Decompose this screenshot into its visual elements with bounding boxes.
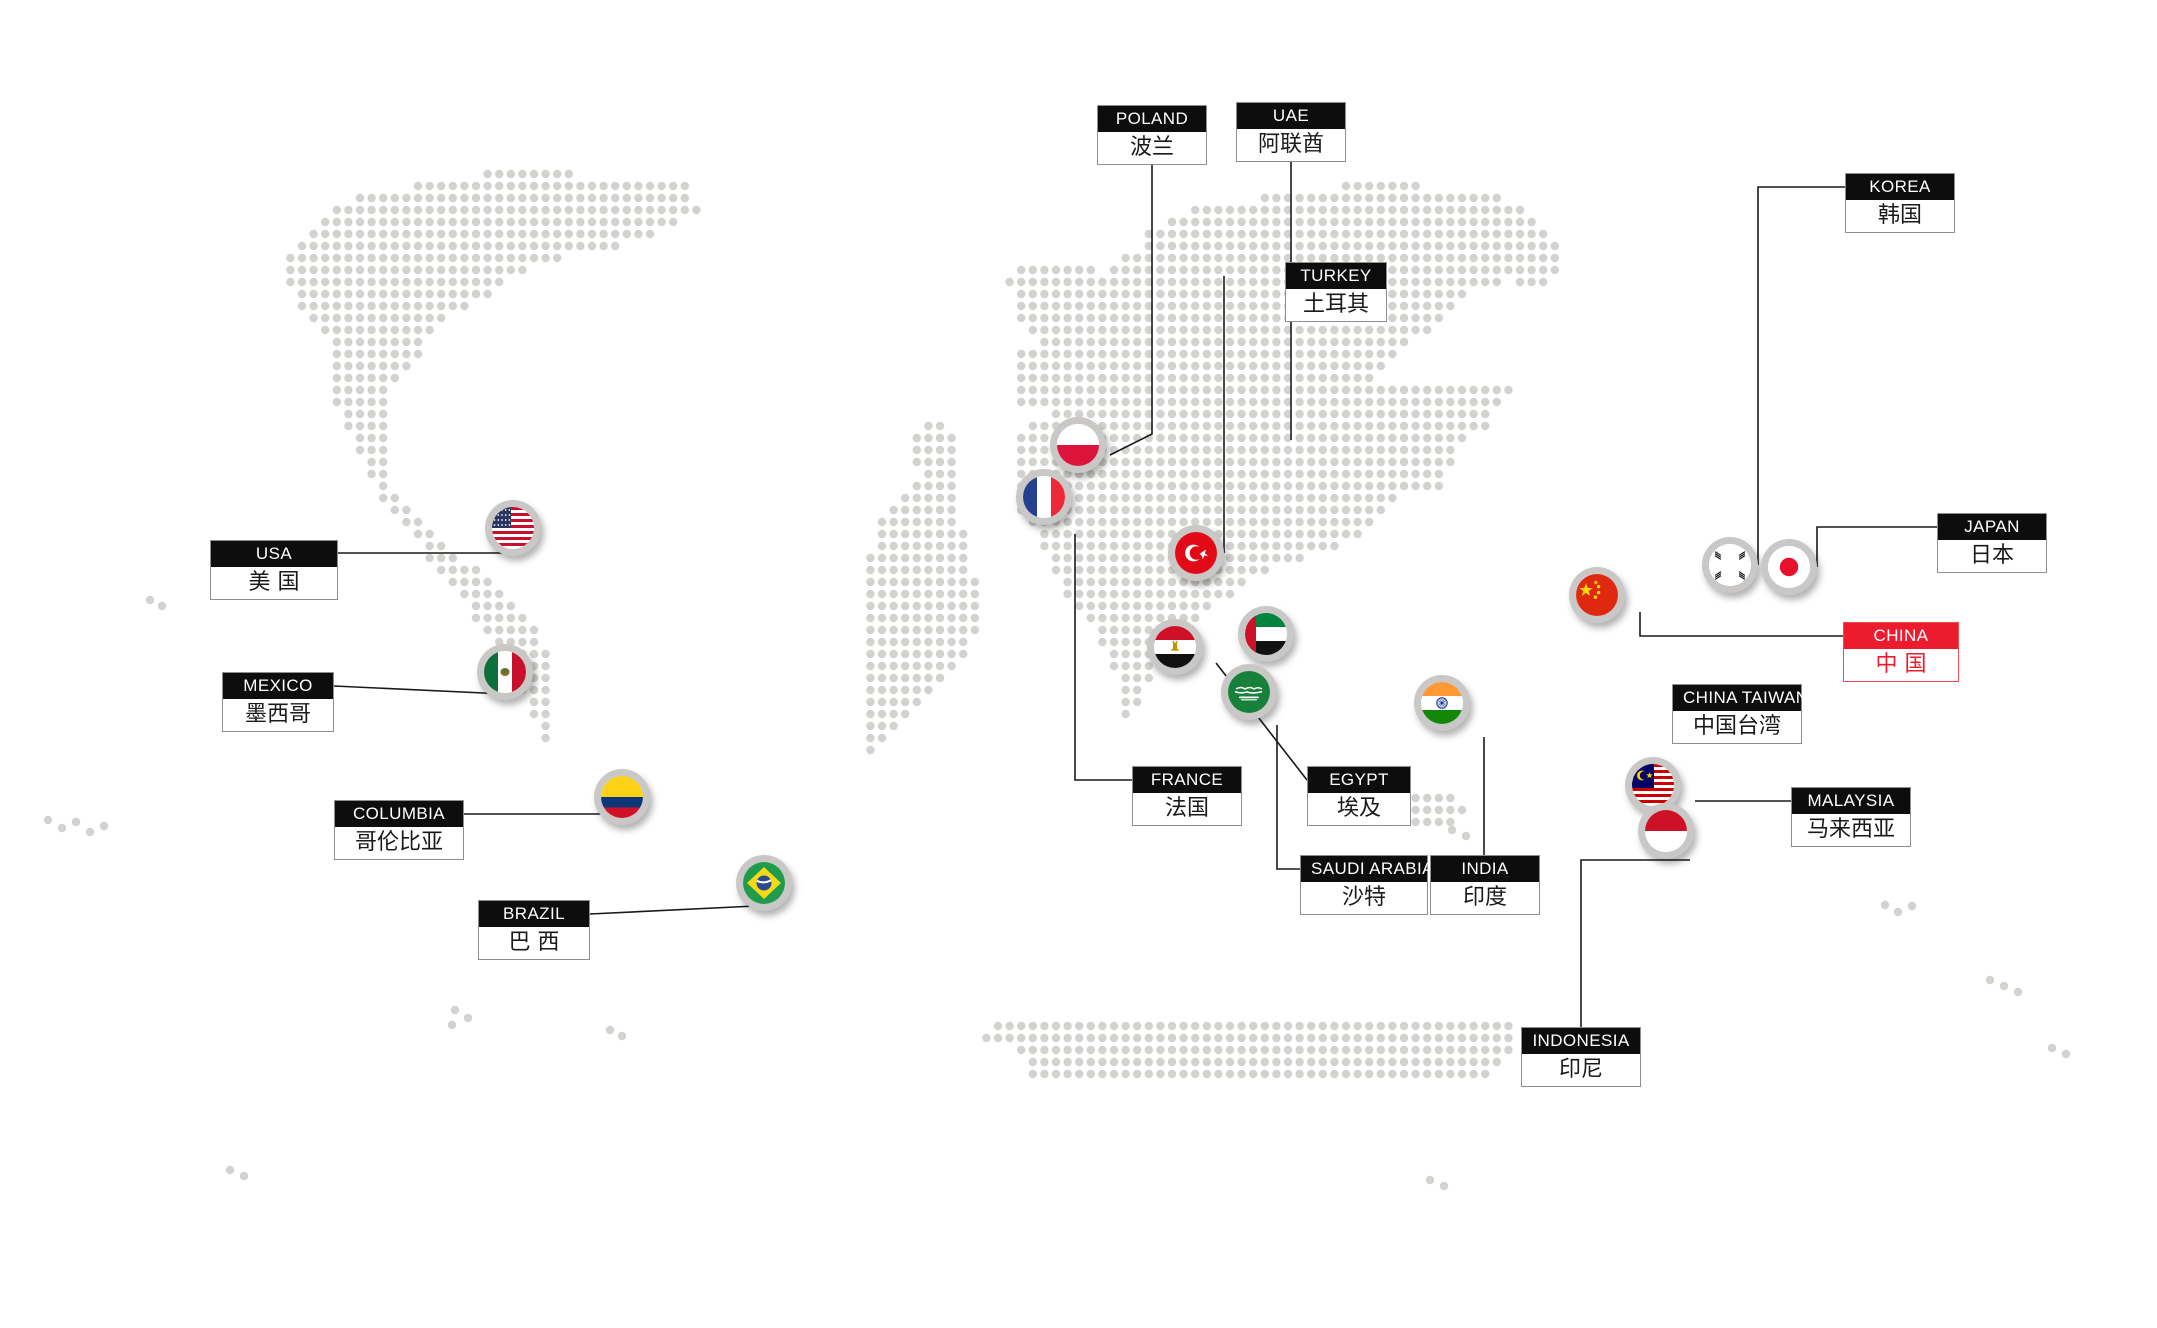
country-label-name: EGYPT [1308, 767, 1410, 793]
map-marker-poland[interactable] [1050, 417, 1106, 473]
country-label-chinese: 印尼 [1558, 1057, 1603, 1082]
poland-flag-icon [1057, 424, 1099, 466]
mexico-flag-icon [484, 651, 526, 693]
country-label-name: INDONESIA [1522, 1028, 1640, 1054]
map-marker-india[interactable] [1414, 675, 1470, 731]
country-label-chinese: 巴 西 [508, 930, 560, 955]
country-label-china[interactable]: CHINA 中 国 [1843, 622, 1959, 682]
map-marker-egypt[interactable] [1147, 619, 1203, 675]
country-label-chinese: 阿联酋 [1257, 132, 1324, 157]
country-label-name: POLAND [1098, 106, 1206, 132]
colombia-flag-icon [601, 776, 643, 818]
country-label-name: MEXICO [223, 673, 333, 699]
country-label-chinese: 沙特 [1341, 885, 1386, 910]
country-label-china-taiwan[interactable]: CHINA TAIWAN 中国台湾 [1672, 684, 1808, 744]
country-label-saudi-arabia[interactable]: SAUDI ARABIA 沙特 [1300, 855, 1434, 915]
country-label-name: UAE [1237, 103, 1345, 129]
france-flag-icon [1023, 476, 1065, 518]
country-label-name: CHINA TAIWAN [1673, 685, 1808, 711]
country-label-chinese: 中国台湾 [1692, 714, 1781, 739]
country-label-chinese: 土耳其 [1302, 292, 1369, 317]
country-label-egypt[interactable]: EGYPT 埃及 [1307, 766, 1411, 826]
country-label-india[interactable]: INDIA 印度 [1430, 855, 1540, 915]
country-label-usa[interactable]: USA 美 国 [210, 540, 338, 600]
country-label-malaysia[interactable]: MALAYSIA 马来西亚 [1791, 787, 1911, 847]
japan-flag-icon [1768, 546, 1810, 588]
country-label-chinese: 日本 [1969, 543, 2014, 568]
india-flag-icon [1421, 682, 1463, 724]
country-label-poland[interactable]: POLAND 波兰 [1097, 105, 1207, 165]
country-label-name: BRAZIL [479, 901, 589, 927]
map-marker-turkey[interactable] [1168, 525, 1224, 581]
country-label-name: COLUMBIA [335, 801, 463, 827]
country-label-name: INDIA [1431, 856, 1539, 882]
indonesia-flag-icon [1645, 810, 1687, 852]
map-marker-saudi-arabia[interactable] [1221, 664, 1277, 720]
saudi-arabia-flag-icon [1228, 671, 1270, 713]
map-marker-japan[interactable] [1761, 539, 1817, 595]
country-label-chinese: 哥伦比亚 [354, 830, 443, 855]
map-marker-columbia[interactable] [594, 769, 650, 825]
country-label-name: CHINA [1844, 623, 1958, 649]
country-label-mexico[interactable]: MEXICO 墨西哥 [222, 672, 334, 732]
egypt-flag-icon [1154, 626, 1196, 668]
country-label-chinese: 马来西亚 [1806, 817, 1895, 842]
malaysia-flag-icon [1632, 764, 1674, 806]
map-marker-uae[interactable] [1238, 606, 1294, 662]
country-label-chinese: 埃及 [1336, 796, 1381, 821]
map-marker-france[interactable] [1016, 469, 1072, 525]
map-marker-indonesia[interactable] [1638, 803, 1694, 859]
country-label-name: FRANCE [1133, 767, 1241, 793]
country-label-japan[interactable]: JAPAN 日本 [1937, 513, 2047, 573]
country-label-chinese: 波兰 [1129, 135, 1174, 160]
map-marker-china[interactable] [1569, 567, 1625, 623]
brazil-flag-icon [743, 862, 785, 904]
map-marker-brazil[interactable] [736, 855, 792, 911]
country-label-name: TURKEY [1286, 263, 1386, 289]
country-label-chinese: 墨西哥 [244, 702, 311, 727]
country-label-chinese: 美 国 [248, 570, 300, 595]
country-label-columbia[interactable]: COLUMBIA 哥伦比亚 [334, 800, 464, 860]
country-label-name: USA [211, 541, 337, 567]
country-label-indonesia[interactable]: INDONESIA 印尼 [1521, 1027, 1641, 1087]
country-label-chinese: 印度 [1462, 885, 1507, 910]
map-marker-korea[interactable] [1702, 537, 1758, 593]
usa-flag-icon [492, 507, 534, 549]
country-label-chinese: 中 国 [1875, 652, 1927, 677]
turkey-flag-icon [1175, 532, 1217, 574]
country-label-name: JAPAN [1938, 514, 2046, 540]
country-label-name: SAUDI ARABIA [1301, 856, 1434, 882]
map-marker-mexico[interactable] [477, 644, 533, 700]
china-flag-icon [1576, 574, 1618, 616]
country-label-uae[interactable]: UAE 阿联酋 [1236, 102, 1346, 162]
uae-flag-icon [1245, 613, 1287, 655]
korea-flag-icon [1709, 544, 1751, 586]
country-label-name: KOREA [1846, 174, 1954, 200]
country-label-chinese: 法国 [1164, 796, 1209, 821]
country-label-chinese: 韩国 [1877, 203, 1922, 228]
map-marker-usa[interactable] [485, 500, 541, 556]
country-label-name: MALAYSIA [1792, 788, 1910, 814]
country-label-korea[interactable]: KOREA 韩国 [1845, 173, 1955, 233]
country-label-turkey[interactable]: TURKEY 土耳其 [1285, 262, 1387, 322]
country-label-brazil[interactable]: BRAZIL 巴 西 [478, 900, 590, 960]
country-label-france[interactable]: FRANCE 法国 [1132, 766, 1242, 826]
